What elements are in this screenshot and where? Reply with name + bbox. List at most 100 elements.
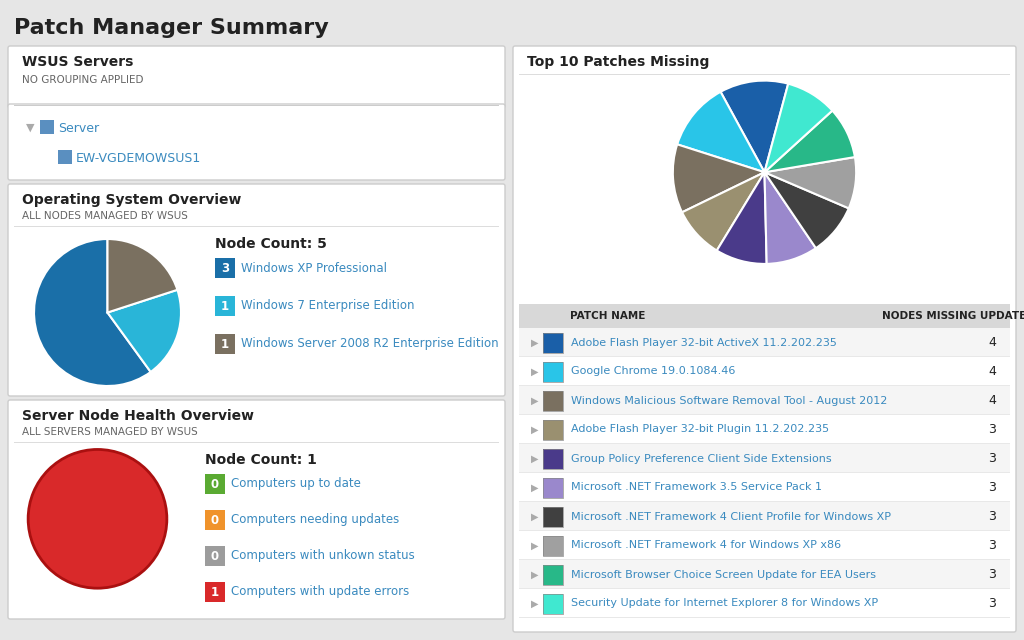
Text: Server: Server: [58, 122, 99, 134]
Text: 3: 3: [988, 423, 996, 436]
Bar: [519, 304, 1010, 328]
Text: 4: 4: [988, 365, 996, 378]
Wedge shape: [28, 449, 167, 588]
Text: Microsoft .NET Framework 4 for Windows XP x86: Microsoft .NET Framework 4 for Windows X…: [571, 541, 841, 550]
Bar: [215, 296, 234, 316]
Bar: [519, 443, 1010, 444]
Text: NO GROUPING APPLIED: NO GROUPING APPLIED: [22, 75, 143, 85]
Text: PATCH NAME: PATCH NAME: [570, 311, 645, 321]
Bar: [519, 356, 1010, 357]
FancyBboxPatch shape: [8, 104, 505, 180]
Bar: [543, 536, 563, 556]
Text: Adobe Flash Player 32-bit ActiveX 11.2.202.235: Adobe Flash Player 32-bit ActiveX 11.2.2…: [571, 337, 837, 348]
Text: Computers up to date: Computers up to date: [231, 477, 360, 490]
Bar: [543, 362, 563, 381]
Bar: [543, 536, 563, 556]
Bar: [205, 474, 225, 494]
Bar: [519, 74, 1010, 75]
Bar: [14, 226, 499, 227]
Text: Computers with unkown status: Computers with unkown status: [231, 550, 415, 563]
Text: Server Node Health Overview: Server Node Health Overview: [22, 409, 254, 423]
Text: 0: 0: [211, 477, 219, 490]
Bar: [14, 442, 499, 443]
Text: ▶: ▶: [531, 483, 539, 493]
Text: ▶: ▶: [531, 598, 539, 609]
Bar: [543, 477, 563, 497]
Text: ALL NODES MANAGED BY WSUS: ALL NODES MANAGED BY WSUS: [22, 211, 187, 221]
FancyBboxPatch shape: [8, 184, 505, 396]
Wedge shape: [765, 172, 816, 264]
Wedge shape: [108, 290, 181, 372]
Text: 3: 3: [221, 262, 229, 275]
Text: 4: 4: [988, 336, 996, 349]
Wedge shape: [765, 172, 849, 248]
Text: EW-VGDEMOWSUS1: EW-VGDEMOWSUS1: [76, 152, 202, 164]
Text: 3: 3: [988, 539, 996, 552]
Text: 0: 0: [211, 513, 219, 527]
Wedge shape: [721, 81, 788, 172]
Wedge shape: [34, 239, 151, 386]
Bar: [519, 444, 1010, 473]
Wedge shape: [765, 84, 833, 172]
Bar: [215, 334, 234, 354]
Wedge shape: [765, 157, 856, 209]
Text: Computers needing updates: Computers needing updates: [231, 513, 399, 527]
Text: ALL SERVERS MANAGED BY WSUS: ALL SERVERS MANAGED BY WSUS: [22, 427, 198, 437]
Text: WSUS Servers: WSUS Servers: [22, 55, 133, 69]
Text: 3: 3: [988, 481, 996, 494]
Text: ▶: ▶: [531, 511, 539, 522]
Text: 1: 1: [221, 337, 229, 351]
Text: 4: 4: [988, 394, 996, 407]
Bar: [519, 501, 1010, 502]
Text: ▶: ▶: [531, 424, 539, 435]
Text: 0: 0: [211, 550, 219, 563]
Text: 3: 3: [988, 568, 996, 581]
Text: Microsoft Browser Choice Screen Update for EEA Users: Microsoft Browser Choice Screen Update f…: [571, 570, 876, 579]
Bar: [543, 333, 563, 353]
Bar: [543, 564, 563, 584]
Wedge shape: [717, 172, 767, 264]
Bar: [543, 419, 563, 440]
Bar: [519, 588, 1010, 589]
Wedge shape: [765, 111, 855, 172]
Bar: [205, 546, 225, 566]
Text: Computers with update errors: Computers with update errors: [231, 586, 410, 598]
Bar: [14, 105, 499, 106]
Bar: [519, 386, 1010, 415]
Bar: [519, 530, 1010, 531]
FancyBboxPatch shape: [513, 46, 1016, 632]
Text: Security Update for Internet Explorer 8 for Windows XP: Security Update for Internet Explorer 8 …: [571, 598, 879, 609]
Bar: [519, 414, 1010, 415]
Text: Operating System Overview: Operating System Overview: [22, 193, 242, 207]
Bar: [519, 560, 1010, 589]
Text: 3: 3: [988, 510, 996, 523]
Bar: [205, 510, 225, 530]
Bar: [543, 506, 563, 527]
Bar: [58, 150, 72, 164]
Bar: [519, 559, 1010, 560]
FancyBboxPatch shape: [8, 46, 505, 108]
Bar: [543, 564, 563, 584]
Text: 1: 1: [211, 586, 219, 598]
Text: ▶: ▶: [531, 541, 539, 550]
Text: Microsoft .NET Framework 3.5 Service Pack 1: Microsoft .NET Framework 3.5 Service Pac…: [571, 483, 822, 493]
Text: Patch Manager Summary: Patch Manager Summary: [14, 18, 329, 38]
Bar: [543, 419, 563, 440]
Text: ▶: ▶: [531, 570, 539, 579]
Text: ▶: ▶: [531, 367, 539, 376]
Bar: [215, 258, 234, 278]
Bar: [205, 582, 225, 602]
Bar: [40, 120, 54, 134]
Wedge shape: [677, 92, 765, 172]
Bar: [543, 390, 563, 410]
Text: Windows XP Professional: Windows XP Professional: [241, 262, 387, 275]
Text: ▶: ▶: [531, 396, 539, 406]
Text: 1: 1: [221, 300, 229, 312]
Text: Node Count: 1: Node Count: 1: [205, 453, 316, 467]
Text: ▶: ▶: [531, 337, 539, 348]
Bar: [519, 502, 1010, 531]
Text: Windows Server 2008 R2 Enterprise Edition: Windows Server 2008 R2 Enterprise Editio…: [241, 337, 499, 351]
Text: Top 10 Patches Missing: Top 10 Patches Missing: [527, 55, 710, 69]
Bar: [519, 617, 1010, 618]
Bar: [543, 333, 563, 353]
